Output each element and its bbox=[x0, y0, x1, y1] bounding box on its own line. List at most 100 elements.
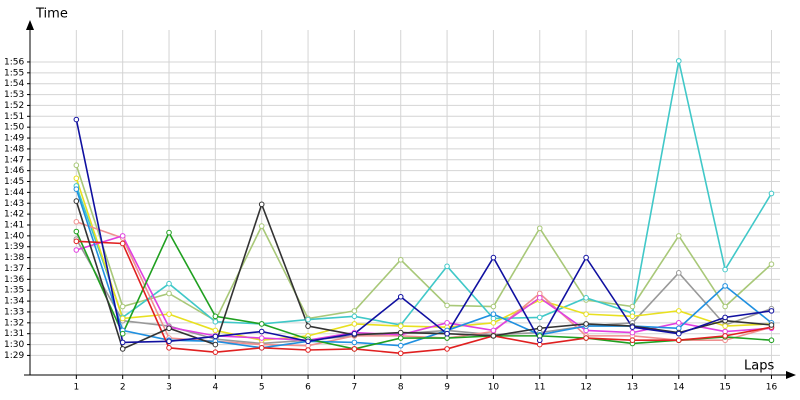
point bbox=[583, 335, 589, 341]
point bbox=[722, 333, 728, 339]
y-tick-label: 1:30 bbox=[4, 340, 24, 350]
point bbox=[166, 338, 172, 345]
point bbox=[119, 330, 126, 337]
y-tick-label: 1:33 bbox=[4, 307, 24, 317]
y-tick-label: 1:38 bbox=[4, 253, 24, 263]
y-tick-label: 1:54 bbox=[4, 79, 24, 89]
point bbox=[768, 190, 775, 197]
y-tick-label: 1:32 bbox=[4, 318, 24, 328]
series-line bbox=[75, 164, 773, 322]
point bbox=[305, 316, 311, 323]
point bbox=[119, 339, 126, 346]
point bbox=[444, 330, 450, 337]
x-tick-label: 9 bbox=[444, 383, 450, 393]
y-tick-label: 1:43 bbox=[4, 199, 24, 209]
point bbox=[212, 313, 219, 320]
point bbox=[397, 323, 404, 329]
point bbox=[166, 311, 172, 317]
point bbox=[351, 308, 358, 314]
point bbox=[258, 223, 265, 229]
point bbox=[119, 240, 126, 247]
point bbox=[675, 330, 682, 337]
point bbox=[73, 162, 80, 169]
y-tick-label: 1:48 bbox=[4, 144, 24, 154]
y-tick-label: 1:49 bbox=[4, 134, 24, 144]
x-tick-label: 15 bbox=[719, 383, 730, 393]
point bbox=[675, 308, 682, 314]
point bbox=[258, 335, 265, 341]
point bbox=[212, 341, 219, 348]
y-tick-label: 1:39 bbox=[4, 242, 24, 252]
x-tick-label: 12 bbox=[580, 383, 591, 393]
point bbox=[258, 321, 265, 327]
point bbox=[675, 270, 682, 276]
point bbox=[722, 314, 728, 321]
point bbox=[73, 238, 80, 245]
y-tick-label: 1:40 bbox=[4, 231, 24, 241]
point bbox=[490, 254, 497, 261]
series-line bbox=[75, 200, 772, 351]
point bbox=[722, 303, 728, 310]
point bbox=[258, 328, 265, 335]
x-tick-label: 1 bbox=[73, 383, 79, 393]
point bbox=[675, 233, 682, 239]
y-tick-label: 1:37 bbox=[4, 264, 24, 274]
series-line bbox=[75, 178, 772, 342]
x-tick-label: 10 bbox=[488, 383, 500, 393]
point bbox=[490, 303, 497, 310]
y-tick-label: 1:51 bbox=[4, 112, 24, 122]
point bbox=[583, 321, 589, 327]
point bbox=[351, 321, 358, 327]
point bbox=[397, 350, 404, 357]
point bbox=[351, 330, 358, 337]
point bbox=[166, 290, 172, 297]
series-line bbox=[76, 240, 772, 355]
point bbox=[490, 311, 497, 317]
point bbox=[351, 339, 358, 346]
y-tick-label: 1:53 bbox=[4, 90, 24, 100]
x-tick-label: 4 bbox=[212, 383, 218, 393]
series-line bbox=[76, 220, 772, 347]
x-tick-label: 14 bbox=[673, 383, 685, 393]
point bbox=[397, 256, 404, 263]
y-tick-label: 1:35 bbox=[4, 286, 24, 296]
point bbox=[73, 218, 80, 225]
point bbox=[119, 315, 126, 322]
point bbox=[397, 335, 404, 341]
y-tick-label: 1:36 bbox=[4, 275, 24, 285]
point bbox=[166, 345, 172, 351]
y-tick-label: 1:55 bbox=[4, 68, 24, 78]
point bbox=[536, 314, 543, 321]
point bbox=[166, 280, 172, 287]
point bbox=[119, 303, 126, 310]
point bbox=[490, 327, 497, 334]
point bbox=[351, 346, 358, 352]
point bbox=[629, 303, 636, 310]
y-tick-label: 1:45 bbox=[4, 177, 24, 187]
x-tick-label: 13 bbox=[627, 383, 638, 393]
lines bbox=[73, 58, 775, 357]
x-tick-label: 8 bbox=[398, 383, 404, 393]
y-tick-label: 1:31 bbox=[4, 329, 24, 339]
x-axis-arrow bbox=[786, 371, 796, 379]
point bbox=[768, 261, 775, 267]
point bbox=[73, 228, 80, 235]
y-axis-arrow bbox=[26, 20, 34, 30]
x-tick-label: 3 bbox=[166, 383, 172, 393]
point bbox=[351, 313, 358, 320]
x-tick-label: 7 bbox=[352, 383, 358, 393]
point bbox=[583, 254, 589, 261]
y-axis-title: Time bbox=[35, 7, 68, 22]
point bbox=[490, 333, 497, 339]
point bbox=[258, 345, 265, 351]
point bbox=[629, 329, 636, 336]
point bbox=[119, 233, 126, 239]
y-tick-label: 1:46 bbox=[4, 166, 24, 176]
point bbox=[444, 302, 450, 309]
y-tick-label: 1:52 bbox=[4, 101, 24, 111]
x-tick-label: 6 bbox=[305, 383, 311, 393]
series-line bbox=[75, 230, 772, 350]
point bbox=[166, 229, 172, 236]
point bbox=[119, 346, 126, 352]
